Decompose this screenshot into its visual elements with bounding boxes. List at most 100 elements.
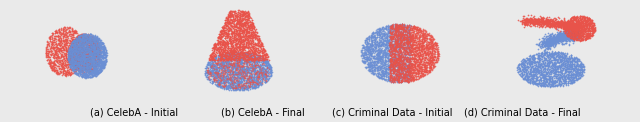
Point <box>547 19 557 20</box>
Point <box>399 67 409 69</box>
Point <box>230 24 241 26</box>
Point <box>243 13 253 15</box>
Point <box>422 62 432 64</box>
Point <box>75 38 85 40</box>
Point <box>73 42 83 44</box>
Point <box>54 38 64 40</box>
Point <box>94 55 104 57</box>
Point <box>83 51 93 53</box>
Point <box>559 19 569 20</box>
Point <box>516 62 527 64</box>
Point <box>415 67 426 69</box>
Point <box>72 68 83 70</box>
Point <box>575 35 585 37</box>
Point <box>252 35 262 37</box>
Point <box>396 34 406 36</box>
Point <box>96 58 106 60</box>
Point <box>257 60 268 62</box>
Point <box>68 59 79 61</box>
Point <box>398 37 408 39</box>
Point <box>249 73 259 75</box>
Point <box>73 45 83 47</box>
Point <box>97 60 108 62</box>
Point <box>226 45 236 47</box>
Point <box>225 40 236 42</box>
Point <box>398 36 408 38</box>
Point <box>261 77 271 79</box>
Point <box>556 69 566 71</box>
Point <box>66 51 76 53</box>
Point <box>405 72 415 74</box>
Point <box>531 18 541 20</box>
Point <box>79 47 89 49</box>
Point <box>59 49 69 51</box>
Point <box>392 40 402 42</box>
Point <box>84 47 95 49</box>
Point <box>567 65 577 66</box>
Point <box>565 38 575 40</box>
Point <box>404 46 414 48</box>
Point <box>205 59 215 61</box>
Point <box>562 20 572 22</box>
Point <box>404 62 414 64</box>
Point <box>241 74 251 76</box>
Point <box>84 50 94 52</box>
Point <box>237 58 248 60</box>
Point <box>386 50 396 51</box>
Point <box>401 37 412 39</box>
Point <box>562 34 572 36</box>
Point <box>420 38 431 40</box>
Point <box>395 42 405 44</box>
Point <box>392 25 403 27</box>
Point <box>417 45 428 46</box>
Point <box>225 59 236 61</box>
Point <box>409 30 419 32</box>
Point <box>406 78 417 80</box>
Point <box>93 46 104 48</box>
Point <box>232 75 243 77</box>
Point <box>244 56 254 58</box>
Point <box>243 17 253 19</box>
Point <box>260 78 270 80</box>
Point <box>394 65 404 67</box>
Point <box>523 79 533 81</box>
Point <box>250 72 260 74</box>
Point <box>385 52 395 54</box>
Point <box>70 69 81 71</box>
Point <box>60 62 70 64</box>
Point <box>232 20 242 22</box>
Point <box>65 74 76 76</box>
Point <box>243 68 253 70</box>
Point <box>579 19 589 20</box>
Point <box>551 56 561 58</box>
Point <box>242 31 252 33</box>
Point <box>396 27 406 29</box>
Point <box>368 33 378 35</box>
Point <box>394 64 404 66</box>
Point <box>240 86 250 87</box>
Point <box>384 49 394 51</box>
Point <box>392 74 402 76</box>
Point <box>364 52 374 54</box>
Point <box>538 79 548 81</box>
Point <box>420 66 430 68</box>
Point <box>547 63 557 65</box>
Point <box>67 69 77 71</box>
Point <box>403 58 413 60</box>
Point <box>220 70 230 72</box>
Point <box>369 52 380 54</box>
Point <box>549 71 559 73</box>
Point <box>404 66 414 68</box>
Point <box>541 41 551 43</box>
Point <box>49 63 59 65</box>
Point <box>372 61 383 63</box>
Point <box>255 69 265 71</box>
Point <box>67 62 77 64</box>
Point <box>366 53 376 55</box>
Point <box>369 69 379 71</box>
Point <box>401 37 412 39</box>
Point <box>220 75 230 77</box>
Point <box>84 56 95 58</box>
Point <box>245 56 255 57</box>
Point <box>94 45 104 47</box>
